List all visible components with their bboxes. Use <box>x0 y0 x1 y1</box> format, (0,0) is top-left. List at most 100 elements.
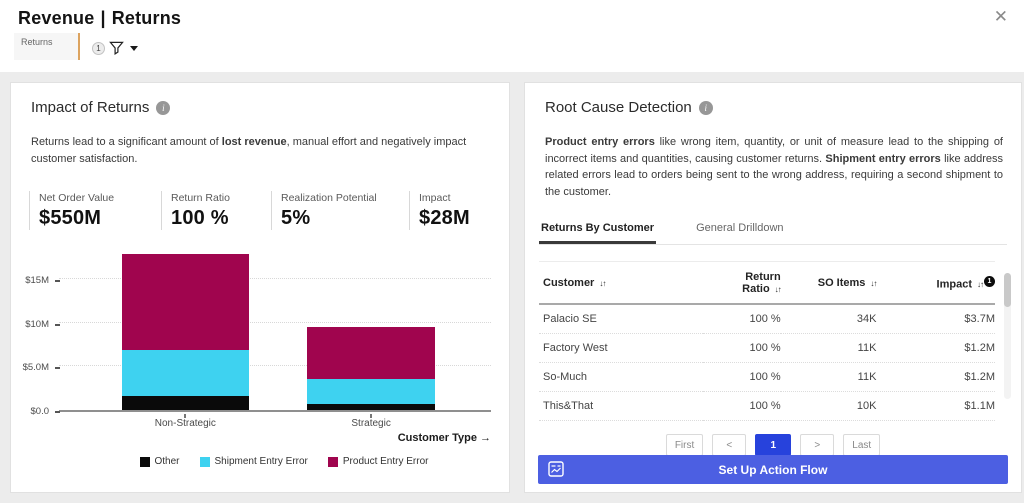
tab-bar: Returns By Customer General Drilldown <box>539 214 1007 245</box>
x-axis-category-label: Non-Strategic <box>154 418 216 429</box>
table-row[interactable]: Factory West 100 % 11K $1.2M <box>539 333 995 363</box>
table-cell: 10K <box>780 391 877 421</box>
chevron-down-icon <box>130 45 138 51</box>
filter-funnel-icon <box>109 41 124 55</box>
bar-segment-shipment-entry-error[interactable] <box>121 349 250 397</box>
kpi-row: Net Order Value $550M Return Ratio 100 %… <box>29 191 509 230</box>
filter-control[interactable]: 1 <box>92 41 138 55</box>
legend-swatch <box>139 456 150 467</box>
scrollbar-thumb[interactable] <box>1004 273 1011 307</box>
bar-segment-other[interactable] <box>121 396 250 410</box>
x-axis-title: Customer Type → <box>397 432 491 444</box>
chart-gridline <box>59 365 491 367</box>
pagination: First < 1 > Last <box>525 434 1021 456</box>
root-cause-panel-title: Root Cause Detection <box>545 99 692 116</box>
sort-icon: ↓↑ <box>774 285 782 294</box>
table-row[interactable]: So-Much 100 % 11K $1.2M <box>539 362 995 392</box>
table-scrollbar[interactable] <box>1004 273 1011 399</box>
impact-panel-title: Impact of Returns <box>31 99 150 116</box>
kpi-impact: Impact $28M <box>409 191 499 230</box>
y-axis-tick-label: $5.0M <box>22 362 49 374</box>
sort-icon: ↓↑ <box>870 279 877 288</box>
y-axis-labels: $0.0 $5.0M $10M $15M <box>11 248 57 417</box>
table-cell: 100 % <box>703 362 781 392</box>
info-icon[interactable]: i <box>698 100 713 115</box>
root-cause-panel: Root Cause Detection i Product entry err… <box>524 82 1022 493</box>
tab-general-drilldown[interactable]: General Drilldown <box>696 222 784 234</box>
y-axis-tick-label: $0.0 <box>30 406 50 417</box>
bar-chart-plot <box>59 248 491 412</box>
page-title: Revenue | Returns <box>18 8 181 29</box>
legend-label: Other <box>154 456 180 467</box>
pagination-prev-button[interactable]: < <box>712 434 747 456</box>
legend-label: Shipment Entry Error <box>214 456 308 467</box>
bar-segment-shipment-entry-error[interactable] <box>307 378 435 404</box>
tab-returns-by-customer[interactable]: Returns By Customer <box>539 214 656 244</box>
pagination-first-button[interactable]: First <box>665 434 704 456</box>
table-cell: $1.1M <box>876 391 995 421</box>
info-icon[interactable]: i <box>156 100 171 115</box>
returns-view-tab[interactable]: Returns <box>14 33 80 60</box>
y-axis-tick <box>55 279 60 282</box>
title-separator: | <box>100 8 106 28</box>
legend-swatch <box>327 456 338 467</box>
filter-count-badge: 1 <box>92 41 105 55</box>
table-cell: 11K <box>780 362 877 392</box>
bar-strategic[interactable] <box>307 326 435 410</box>
pagination-page-1-button[interactable]: 1 <box>755 434 792 456</box>
pagination-next-button[interactable]: > <box>800 434 835 456</box>
y-axis-tick-label: $10M <box>25 318 49 330</box>
kpi-realization-potential: Realization Potential 5% <box>271 191 409 230</box>
table-cell: 34K <box>780 304 877 334</box>
table-cell: $1.2M <box>876 362 995 392</box>
table-cell: 100 % <box>703 304 781 334</box>
table-cell: Factory West <box>539 333 704 363</box>
returns-table-body: Palacio SE 100 % 34K $3.7M Factory West 100 %… <box>539 304 995 421</box>
column-header-return-ratio[interactable]: Return Ratio ↓↑ <box>703 261 782 305</box>
x-axis-category-label: Strategic <box>351 418 391 429</box>
set-up-action-flow-button[interactable]: Set Up Action Flow <box>538 455 1008 484</box>
chart-legend: Other Shipment Entry Error Product Entry E… <box>59 456 509 467</box>
top-header: Revenue | Returns ✕ Returns 1 <box>0 0 1024 72</box>
pagination-last-button[interactable]: Last <box>843 434 881 456</box>
table-cell: $1.2M <box>876 333 995 363</box>
legend-item-product-entry-error: Product Entry Error <box>327 456 429 467</box>
root-cause-description: Product entry errors like wrong item, qu… <box>545 136 1004 198</box>
sort-icon: ↓↑ <box>599 279 606 288</box>
close-icon[interactable]: ✕ <box>993 7 1008 26</box>
table-cell: Palacio SE <box>539 304 704 334</box>
column-header-so-items[interactable]: SO Items ↓↑ <box>780 261 877 305</box>
table-row[interactable]: Palacio SE 100 % 34K $3.7M <box>539 304 995 334</box>
stacked-bar-chart: $0.0 $5.0M $10M $15M Non-Strategic Strategic… <box>11 248 509 450</box>
bar-segment-product-entry-error[interactable] <box>307 326 435 379</box>
table-cell: 11K <box>780 333 877 363</box>
impact-description: Returns lead to a significant amount of … <box>31 136 467 165</box>
chart-gridline <box>59 321 491 323</box>
table-cell: 100 % <box>703 333 781 363</box>
sort-priority-badge: 1 <box>984 275 995 287</box>
y-axis-tick-label: $15M <box>25 274 49 286</box>
table-cell: 100 % <box>703 391 781 421</box>
x-axis-tick <box>184 414 187 418</box>
legend-swatch <box>199 456 210 467</box>
legend-label: Product Entry Error <box>342 456 429 467</box>
table-cell: So-Much <box>539 362 704 392</box>
page-title-primary: Revenue <box>18 8 95 28</box>
column-header-impact[interactable]: Impact ↓↑ 1 <box>876 261 995 305</box>
x-axis-tick <box>370 414 373 418</box>
x-axis-categories: Non-Strategic Strategic <box>59 414 491 430</box>
bar-non-strategic[interactable] <box>121 254 250 410</box>
bar-segment-product-entry-error[interactable] <box>121 254 250 350</box>
kpi-return-ratio: Return Ratio 100 % <box>161 191 271 230</box>
column-header-customer[interactable]: Customer ↓↑ <box>539 261 704 305</box>
page-title-secondary: Returns <box>111 8 182 28</box>
table-cell: This&That <box>539 391 704 421</box>
kpi-net-order-value: Net Order Value $550M <box>29 191 161 230</box>
bar-segment-other[interactable] <box>307 403 435 410</box>
chart-gridline <box>59 277 491 279</box>
y-axis-tick <box>55 367 60 370</box>
table-cell: $3.7M <box>876 304 995 334</box>
legend-item-shipment-entry-error: Shipment Entry Error <box>199 456 308 467</box>
table-row[interactable]: This&That 100 % 10K $1.1M <box>539 391 995 421</box>
table-header-row: Customer ↓↑ Return Ratio ↓↑ SO Items ↓↑ Imp… <box>539 261 995 305</box>
